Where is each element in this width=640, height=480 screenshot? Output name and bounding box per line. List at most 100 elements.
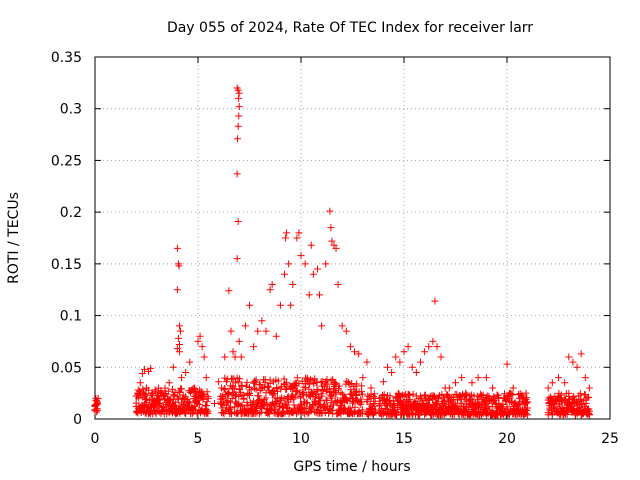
- data-point: [140, 365, 148, 373]
- data-point: [421, 348, 429, 356]
- data-point: [458, 374, 466, 382]
- data-point: [359, 374, 367, 382]
- data-point: [316, 397, 324, 405]
- y-tick-label: 0.3: [60, 102, 82, 118]
- data-point: [236, 388, 244, 396]
- data-point: [164, 387, 172, 395]
- data-point: [215, 378, 223, 386]
- data-point: [186, 358, 194, 366]
- data-point: [134, 386, 142, 394]
- data-point: [217, 399, 225, 407]
- data-point: [246, 391, 253, 399]
- data-point: [568, 402, 576, 410]
- data-point: [306, 380, 314, 388]
- data-point: [581, 374, 589, 382]
- data-point: [202, 374, 210, 382]
- data-point: [437, 353, 445, 361]
- data-point: [198, 343, 206, 351]
- data-point: [395, 391, 403, 399]
- data-point: [292, 391, 300, 399]
- data-point: [173, 244, 181, 252]
- data-point: [243, 378, 251, 386]
- data-point: [290, 401, 298, 409]
- data-point: [384, 363, 392, 371]
- data-point: [175, 341, 183, 349]
- data-point: [563, 411, 571, 419]
- data-point: [287, 301, 295, 309]
- data-point: [388, 368, 396, 376]
- data-point: [585, 393, 593, 401]
- data-point: [273, 384, 281, 392]
- data-point: [244, 390, 252, 398]
- data-point: [235, 337, 243, 345]
- data-point: [94, 394, 102, 402]
- data-point: [404, 343, 412, 351]
- data-point: [421, 392, 429, 400]
- data-point: [474, 374, 482, 382]
- data-point: [557, 391, 565, 399]
- x-axis-title: GPS time / hours: [293, 459, 410, 475]
- data-point: [311, 375, 319, 383]
- data-point: [175, 262, 183, 270]
- data-point: [346, 343, 354, 351]
- data-point: [238, 381, 246, 389]
- data-point: [174, 334, 182, 342]
- data-point: [524, 411, 532, 419]
- data-point: [306, 376, 314, 384]
- data-point: [227, 404, 235, 412]
- data-point: [491, 396, 499, 404]
- data-point: [231, 353, 239, 361]
- data-point: [421, 391, 429, 399]
- data-point: [416, 358, 424, 366]
- data-point: [225, 287, 233, 295]
- data-point: [375, 394, 383, 402]
- y-tick-label: 0.05: [51, 360, 82, 376]
- data-point: [241, 322, 249, 330]
- data-point: [234, 122, 242, 130]
- data-point: [323, 396, 331, 404]
- data-point: [266, 286, 274, 294]
- data-point: [235, 94, 243, 102]
- data-point: [235, 112, 243, 120]
- data-point: [139, 385, 147, 393]
- data-point: [235, 378, 243, 386]
- data-point: [231, 403, 239, 411]
- data-point: [425, 343, 433, 351]
- data-point: [561, 379, 569, 387]
- data-point: [255, 410, 263, 418]
- data-point: [264, 383, 272, 391]
- data-point: [227, 327, 235, 335]
- data-point: [318, 392, 326, 400]
- data-points: [91, 84, 593, 419]
- data-point: [161, 392, 169, 400]
- data-point: [282, 234, 290, 242]
- data-point: [320, 401, 328, 409]
- data-point: [165, 379, 173, 387]
- data-point: [178, 385, 186, 393]
- data-point: [316, 291, 324, 299]
- data-point: [250, 384, 258, 392]
- data-point: [140, 400, 148, 408]
- data-point: [522, 410, 530, 418]
- data-point: [250, 397, 258, 405]
- data-point: [234, 86, 242, 94]
- data-point: [462, 389, 470, 397]
- data-point: [329, 375, 337, 383]
- data-point: [524, 404, 532, 412]
- data-point: [433, 343, 441, 351]
- x-tick-label: 5: [194, 431, 203, 447]
- data-point: [176, 327, 184, 335]
- data-point: [327, 224, 335, 232]
- data-point: [190, 384, 198, 392]
- data-point: [153, 394, 161, 402]
- grid-lines: [95, 57, 610, 419]
- data-point: [297, 252, 305, 260]
- data-point: [182, 368, 190, 376]
- data-point: [235, 103, 243, 111]
- data-point: [576, 390, 584, 398]
- data-point: [322, 260, 330, 268]
- data-point: [280, 395, 288, 403]
- data-point: [173, 286, 181, 294]
- data-point: [93, 405, 101, 413]
